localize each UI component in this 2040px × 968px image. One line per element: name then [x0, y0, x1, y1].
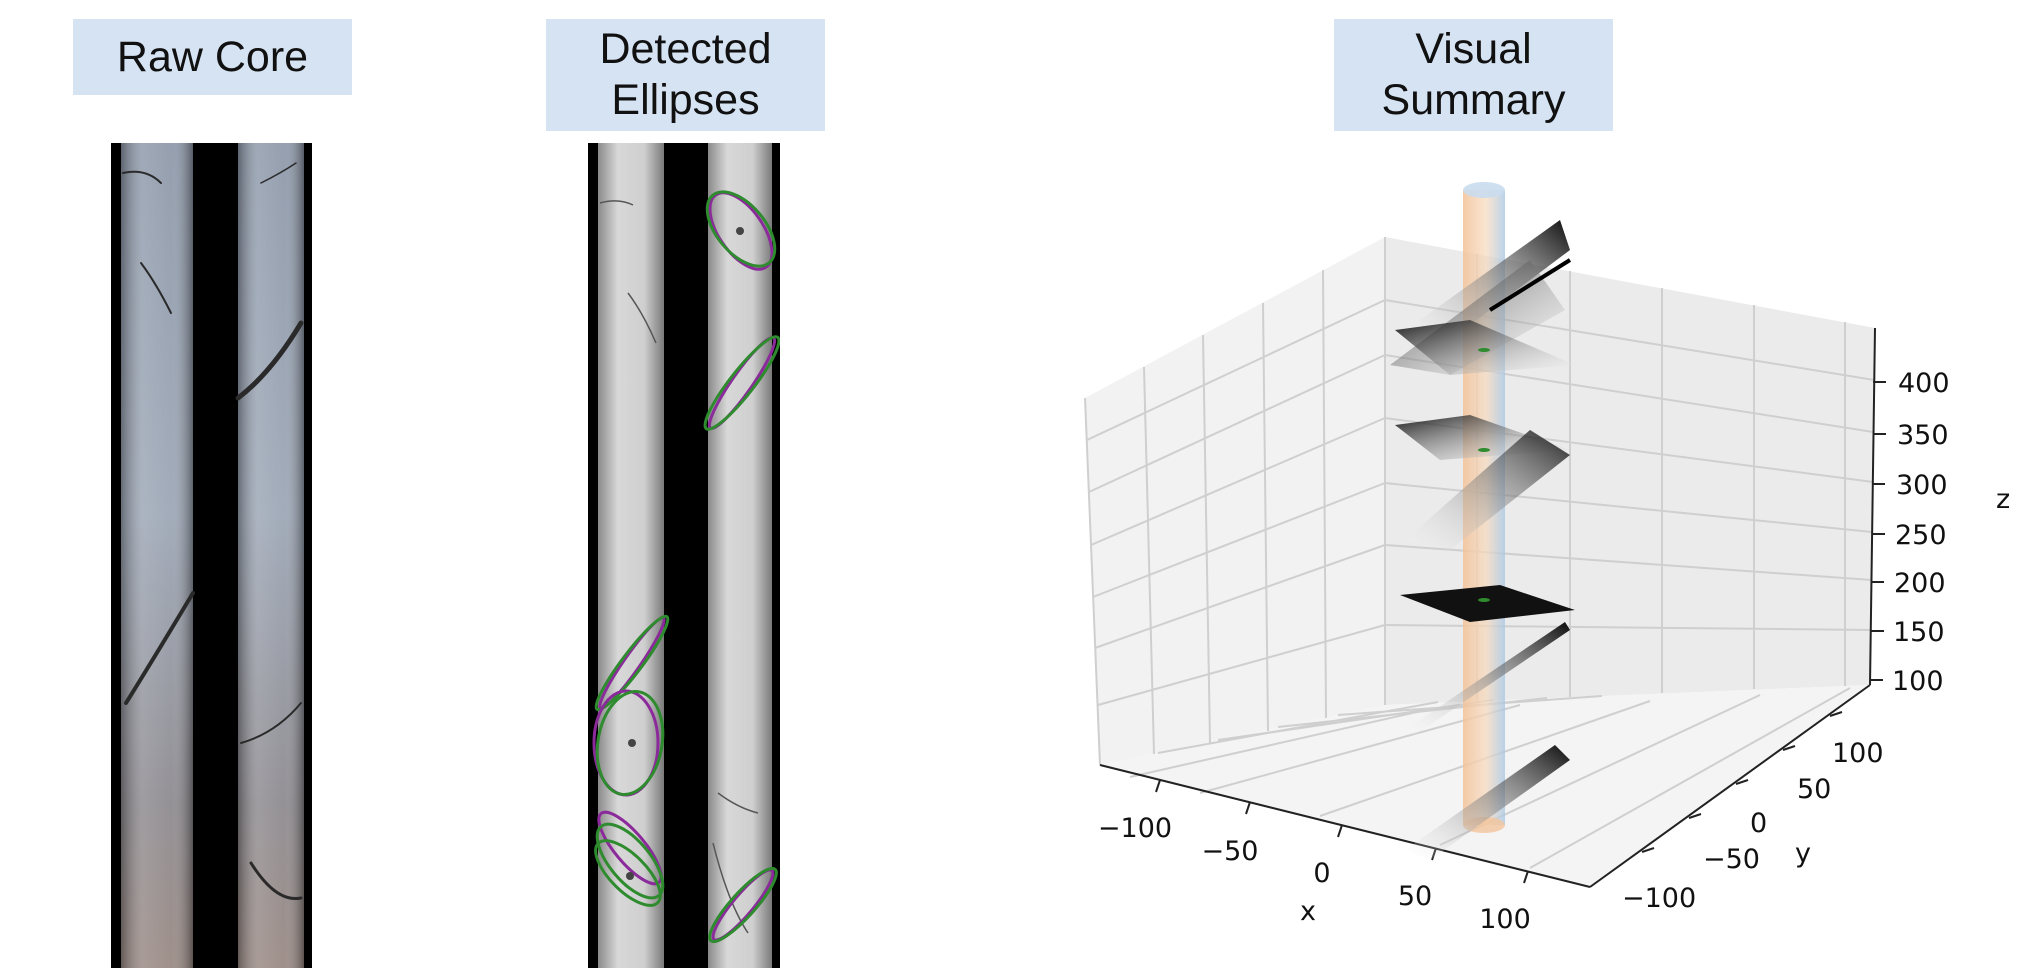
raw-core-title: Raw Core — [73, 19, 352, 95]
x-axis-label: x — [1300, 896, 1316, 927]
summary-title-line2: Summary — [1381, 76, 1566, 124]
detected-right-strip — [708, 143, 772, 968]
detected-ellipses-image — [588, 143, 780, 968]
z-axis-line — [1869, 327, 1876, 686]
summary-3d-plot: 400 350 300 250 200 150 100 z −100 −50 0… — [1084, 182, 2010, 935]
y-tick-neg50: −50 — [1703, 844, 1760, 875]
z-tick-150: 150 — [1893, 617, 1945, 648]
x-axis-line — [1099, 764, 1591, 888]
raw-core-image — [111, 143, 312, 968]
z-tick-250: 250 — [1895, 520, 1947, 551]
x-tick-0: 0 — [1313, 858, 1330, 889]
z-tick-350: 350 — [1897, 420, 1949, 451]
fracture-plane-4 — [1400, 585, 1575, 622]
z-tick-300: 300 — [1896, 470, 1948, 501]
z-tick-100: 100 — [1892, 666, 1944, 697]
detected-ellipses-title: Detected Ellipses — [546, 19, 825, 131]
back-pane-left — [1085, 237, 1385, 765]
ellipse-pair-2 — [703, 335, 780, 431]
ellipse-pair-6 — [708, 866, 778, 944]
y-tick-0: 0 — [1750, 808, 1767, 839]
x-tick-100: 100 — [1479, 904, 1531, 935]
z-tick-200: 200 — [1894, 568, 1946, 599]
detected-title-line2: Ellipses — [611, 76, 760, 124]
x-tick-neg100: −100 — [1098, 813, 1172, 844]
ellipse-pair-1 — [705, 190, 777, 271]
y-tick-50: 50 — [1797, 774, 1831, 805]
x-tick-50: 50 — [1398, 881, 1432, 912]
fracture-plane-5 — [1405, 622, 1570, 735]
z-axis-label: z — [1996, 484, 2010, 515]
ellipse-pair-4 — [592, 689, 665, 797]
fracture-plane-2 — [1395, 320, 1575, 375]
y-tick-100: 100 — [1832, 738, 1884, 769]
ellipse-pair-3 — [594, 614, 670, 712]
z-tick-400: 400 — [1898, 368, 1950, 399]
x-tick-neg50: −50 — [1202, 836, 1259, 867]
detected-title-line1: Detected — [599, 25, 772, 73]
y-axis-line — [1589, 684, 1871, 888]
y-tick-neg100: −100 — [1622, 883, 1696, 914]
fracture-plane-3 — [1395, 415, 1570, 550]
summary-title-line1: Visual — [1415, 25, 1532, 73]
y-axis-label: y — [1795, 838, 1811, 869]
detected-left-strip — [598, 143, 664, 968]
visual-summary-title: Visual Summary — [1334, 19, 1613, 131]
raw-core-title-text: Raw Core — [116, 32, 309, 81]
fracture-plane-6 — [1405, 745, 1570, 860]
ellipse-pair-5 — [594, 810, 665, 907]
